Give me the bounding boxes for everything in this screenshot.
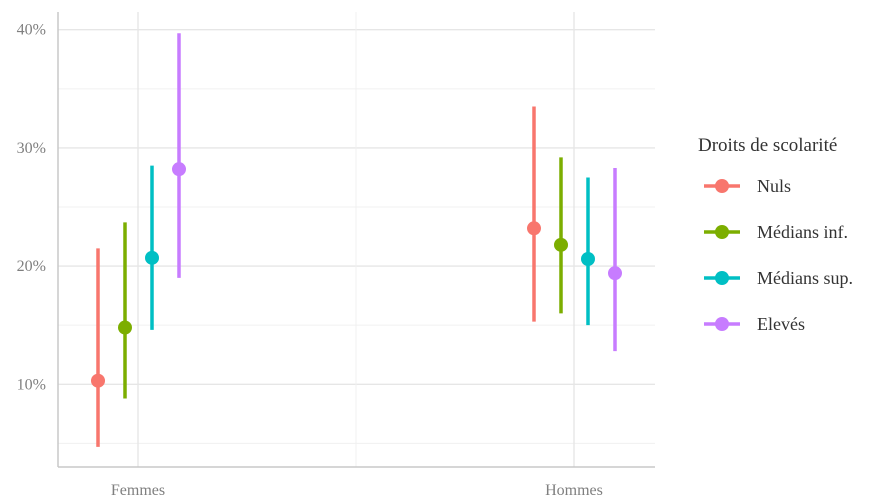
legend-key-dot bbox=[715, 317, 729, 331]
x-tick-label: Hommes bbox=[545, 482, 603, 497]
x-tick-label: Femmes bbox=[111, 482, 165, 497]
legend-key-dot bbox=[715, 271, 729, 285]
legend-title: Droits de scolarité bbox=[698, 135, 837, 156]
point-estimate bbox=[172, 162, 186, 177]
legend: Droits de scolarité Nuls Médians inf. Médi… bbox=[698, 135, 853, 334]
axes bbox=[57, 12, 655, 468]
y-tick-label: 30% bbox=[17, 140, 46, 157]
point-estimate bbox=[554, 237, 568, 252]
legend-label: Médians sup. bbox=[757, 268, 853, 288]
legend-key-dot bbox=[715, 179, 729, 193]
point-estimate bbox=[91, 373, 105, 388]
legend-item: Médians sup. bbox=[704, 268, 853, 288]
legend-label: Elevés bbox=[757, 314, 805, 334]
y-tick-label: 40% bbox=[17, 22, 46, 39]
legend-item: Nuls bbox=[704, 176, 791, 196]
legend-key-dot bbox=[715, 225, 729, 239]
legend-label: Médians inf. bbox=[757, 222, 848, 242]
point-estimate bbox=[118, 320, 132, 335]
grid bbox=[58, 12, 655, 467]
point-estimate bbox=[581, 252, 595, 266]
data-marks bbox=[91, 33, 622, 447]
y-tick-label: 10% bbox=[17, 376, 46, 393]
point-estimate bbox=[527, 221, 541, 236]
legend-item: Médians inf. bbox=[704, 222, 848, 242]
point-estimate bbox=[608, 266, 622, 281]
tick-labels: 10% 20% 30% 40% Femmes Hommes bbox=[17, 22, 603, 497]
point-estimate bbox=[145, 250, 159, 265]
y-tick-label: 20% bbox=[17, 258, 46, 275]
legend-item: Elevés bbox=[704, 314, 805, 334]
legend-label: Nuls bbox=[757, 176, 791, 196]
